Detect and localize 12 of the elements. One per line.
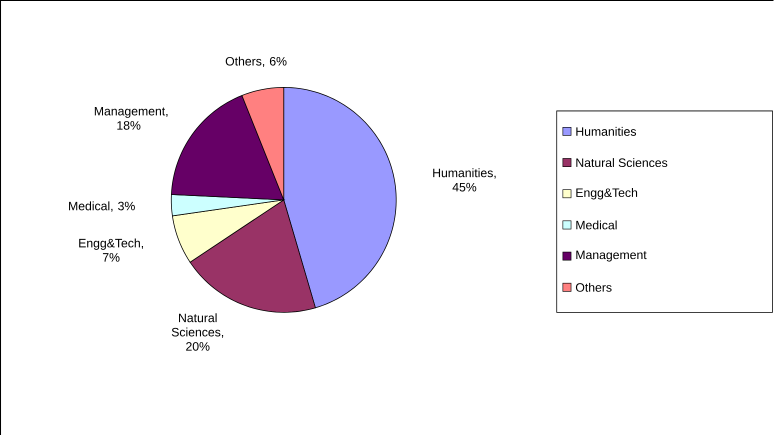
data-label: Management, 18% <box>94 107 168 130</box>
legend-label: Management <box>576 250 647 262</box>
legend-label: Medical <box>576 220 617 230</box>
data-label: Engg&Tech, 7% <box>79 238 144 262</box>
legend-label: Humanities <box>576 127 636 136</box>
data-label: Natural Sciences, 20% <box>172 313 224 351</box>
data-label: Humanities, 45% <box>433 168 496 192</box>
legend-label: Engg&Tech <box>576 188 638 200</box>
legend-label: Others <box>576 283 612 292</box>
legend-label: Natural Sciences <box>576 158 668 168</box>
data-label: Medical, 3% <box>69 202 135 212</box>
data-label: Others, 6% <box>226 56 287 68</box>
